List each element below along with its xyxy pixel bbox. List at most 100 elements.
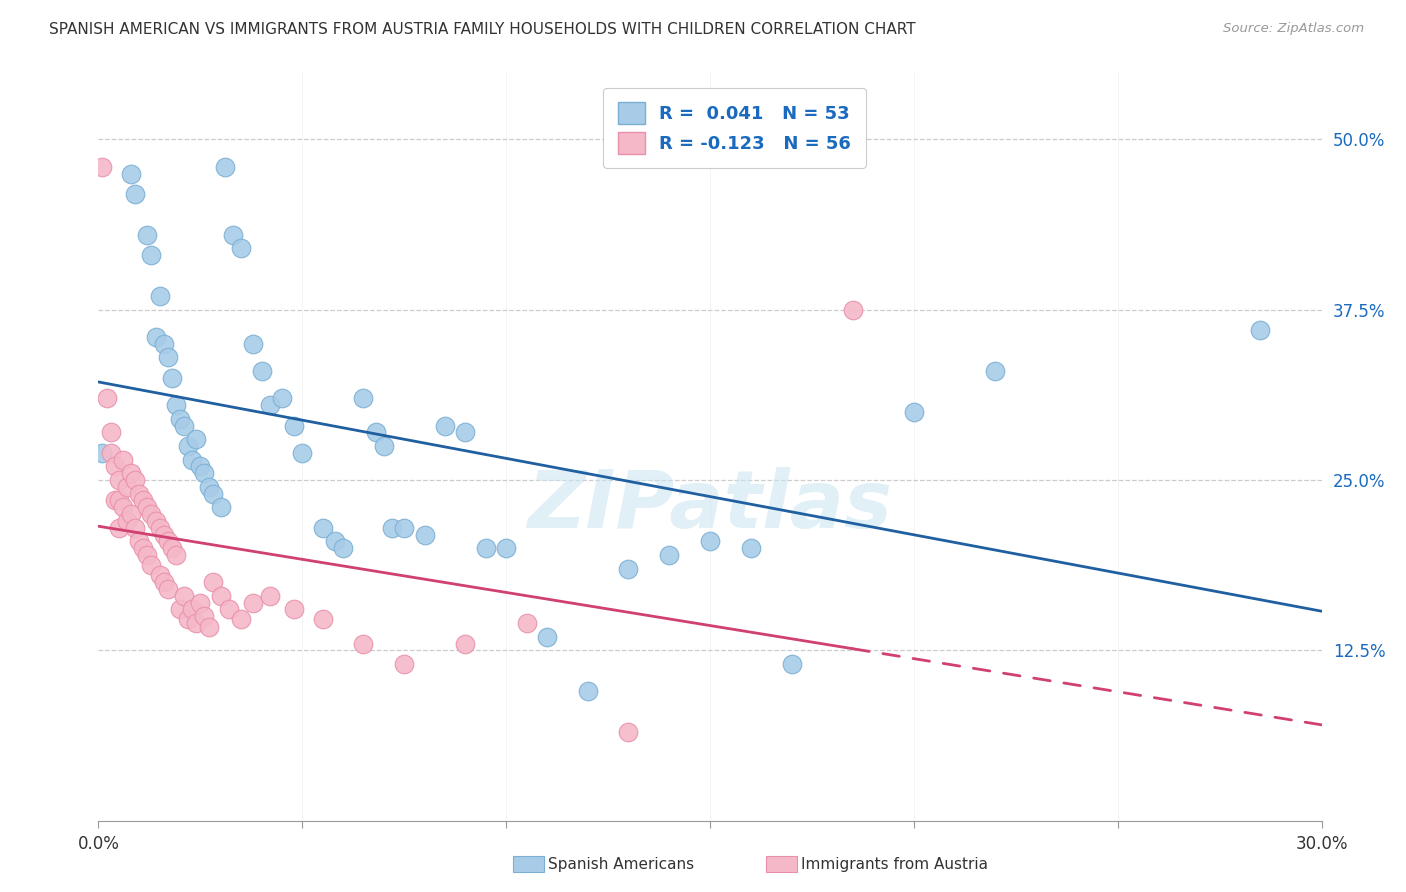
Point (108, 473, 131, 487)
Point (141, 558, 163, 572)
Point (903, 405, 925, 419)
Point (214, 160, 236, 174)
Point (193, 467, 215, 481)
Point (124, 473, 146, 487)
Point (231, 612, 253, 626)
Point (91, 160, 114, 174)
Point (454, 425, 477, 440)
Point (132, 541, 155, 556)
Point (242, 596, 264, 610)
Point (373, 439, 395, 453)
Point (104, 459, 127, 474)
Point (201, 575, 224, 590)
Point (111, 452, 134, 467)
Point (136, 500, 159, 515)
Point (699, 534, 721, 549)
Point (332, 541, 354, 556)
Point (841, 302, 863, 317)
Point (392, 657, 416, 671)
Point (984, 364, 1007, 378)
Point (312, 521, 335, 535)
Point (136, 227, 159, 242)
Point (128, 534, 150, 549)
Point (111, 500, 134, 515)
Point (120, 167, 142, 181)
Point (222, 227, 245, 242)
Text: ZIPatlas: ZIPatlas (527, 467, 893, 545)
Point (434, 418, 457, 433)
Point (128, 486, 150, 500)
Point (188, 596, 212, 610)
Point (381, 521, 404, 535)
Point (516, 616, 538, 631)
Point (186, 616, 208, 631)
Point (250, 364, 273, 378)
Point (209, 500, 232, 515)
Point (91, 446, 114, 460)
Point (145, 514, 167, 528)
Point (136, 548, 159, 562)
Point (156, 534, 179, 549)
Point (160, 541, 183, 556)
Point (145, 330, 167, 344)
Point (173, 589, 195, 603)
Point (160, 371, 183, 385)
Point (209, 589, 232, 603)
Point (165, 548, 187, 562)
Point (1249, 323, 1271, 337)
Point (96, 392, 118, 406)
Point (124, 186, 146, 201)
Point (259, 589, 281, 603)
Point (291, 446, 314, 460)
Point (312, 612, 335, 626)
Point (108, 521, 131, 535)
Text: Source: ZipAtlas.com: Source: ZipAtlas.com (1223, 22, 1364, 36)
Point (156, 582, 179, 596)
Point (352, 636, 374, 650)
Point (165, 398, 187, 412)
Point (149, 521, 172, 535)
Point (474, 541, 498, 556)
Legend: R =  0.041   N = 53, R = -0.123   N = 56: R = 0.041 N = 53, R = -0.123 N = 56 (603, 88, 866, 168)
Point (120, 467, 142, 481)
Point (193, 609, 215, 624)
Point (149, 568, 172, 582)
Point (617, 561, 640, 575)
Point (413, 527, 436, 541)
Point (454, 636, 477, 650)
Point (152, 575, 174, 590)
Point (141, 507, 163, 521)
Point (115, 480, 138, 494)
Point (120, 507, 142, 521)
Point (132, 493, 155, 508)
Point (576, 684, 599, 698)
Point (181, 452, 204, 467)
Point (177, 612, 200, 626)
Point (197, 620, 219, 634)
Point (323, 534, 346, 549)
Point (152, 527, 174, 541)
Point (617, 725, 640, 739)
Point (283, 418, 305, 433)
Point (169, 602, 191, 616)
Point (169, 411, 191, 425)
Point (352, 392, 374, 406)
Point (104, 493, 127, 508)
Point (173, 418, 195, 433)
Point (108, 493, 131, 508)
Point (115, 514, 138, 528)
Point (141, 248, 163, 262)
Point (149, 289, 172, 303)
Point (177, 439, 200, 453)
Point (536, 630, 558, 644)
Point (100, 446, 122, 460)
Point (156, 351, 179, 365)
Point (242, 336, 264, 351)
Point (218, 602, 240, 616)
Point (181, 602, 204, 616)
Point (658, 548, 681, 562)
Point (100, 425, 122, 440)
Point (197, 480, 219, 494)
Point (283, 602, 305, 616)
Point (152, 336, 174, 351)
